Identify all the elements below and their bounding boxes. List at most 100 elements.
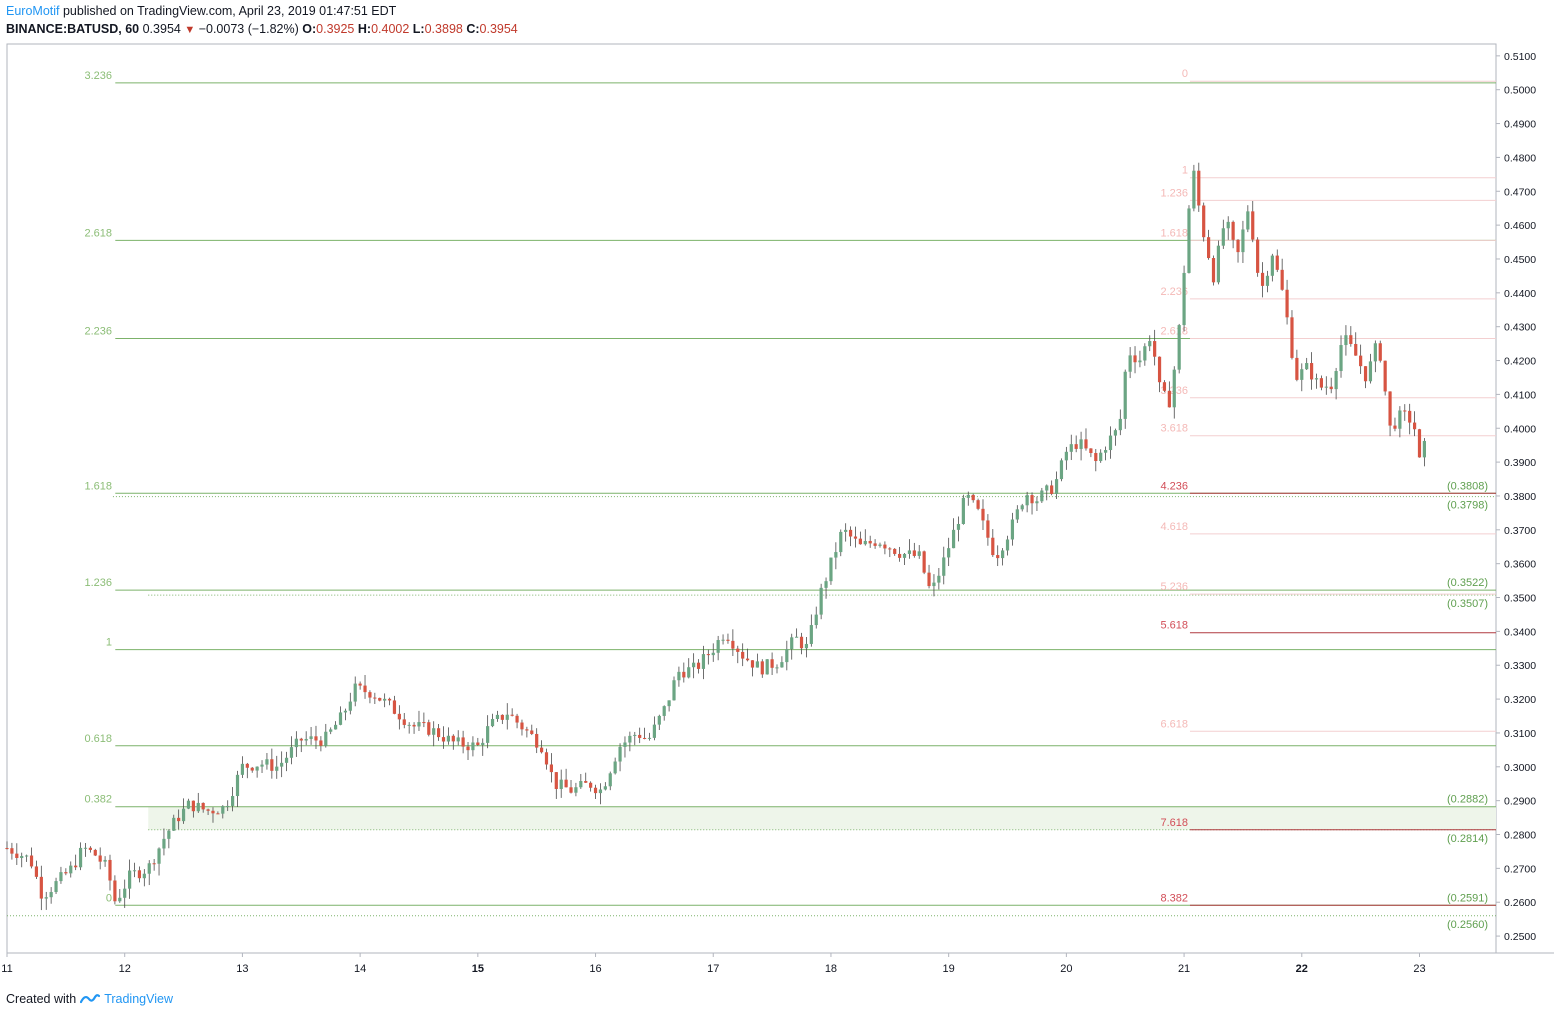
close-label: C: (466, 22, 480, 36)
candle-body (868, 540, 872, 544)
price-tag-label: (0.3808) (1447, 480, 1488, 492)
candle-body (1138, 360, 1142, 363)
candle-body (368, 692, 372, 698)
candle-body (64, 872, 68, 874)
candle-body (652, 724, 656, 738)
candle-body (78, 847, 83, 868)
candle-body (662, 706, 666, 716)
candle-body (495, 714, 500, 719)
candle-body (1084, 439, 1088, 449)
candle-body (353, 683, 357, 702)
candle-body (554, 772, 558, 789)
candle-body (1040, 490, 1044, 502)
candle-body (902, 553, 907, 558)
y-tick-label: 0.4300 (1504, 322, 1536, 334)
candle-body (490, 718, 495, 727)
candle-body (1417, 429, 1422, 458)
candle-body (1359, 355, 1363, 367)
tradingview-logo-icon (80, 994, 101, 1004)
candle-body (98, 855, 102, 862)
candle-body (1157, 356, 1162, 383)
y-tick-label: 0.4200 (1504, 356, 1536, 368)
candle-body (535, 733, 539, 748)
candle-body (589, 782, 593, 788)
candle-body (1064, 451, 1068, 461)
candle-body (853, 536, 858, 539)
candle-body (20, 856, 24, 858)
candle-body (1010, 519, 1015, 540)
candle-body (510, 714, 514, 716)
x-tick-label: 19 (943, 963, 955, 975)
last-price: 0.3954 (142, 22, 181, 36)
candle-body (402, 719, 406, 725)
candle-body (1309, 363, 1314, 380)
candle-body (755, 661, 759, 668)
y-tick-label: 0.3500 (1504, 593, 1536, 605)
candle-body (1422, 440, 1426, 458)
candle-body (951, 529, 956, 549)
candle-body (657, 715, 661, 725)
y-tick-label: 0.3900 (1504, 457, 1536, 469)
fib-right-label: 1 (1182, 165, 1188, 177)
candle-body (186, 800, 191, 809)
candle-body (387, 698, 392, 701)
candle-body (1206, 237, 1211, 259)
candle-body (1001, 550, 1005, 559)
candle-body (981, 508, 985, 521)
candle-body (466, 746, 470, 751)
candle-body (113, 880, 117, 902)
author-link[interactable]: EuroMotif (6, 4, 60, 18)
candle-body (520, 722, 524, 730)
candle-body (912, 550, 916, 556)
candle-body (966, 494, 970, 498)
candle-body (1260, 272, 1265, 286)
candle-body (152, 863, 156, 865)
candle-body (706, 654, 710, 656)
candle-body (893, 548, 897, 554)
fib-left-label: 2.236 (84, 326, 112, 338)
candle-body (471, 742, 475, 751)
candle-body (407, 724, 411, 726)
candle-body (696, 662, 701, 669)
candle-body (1108, 435, 1113, 451)
x-tick-label: 11 (1, 963, 12, 975)
candle-body (1275, 255, 1279, 270)
candle-body (579, 781, 583, 788)
candle-body (1153, 341, 1157, 357)
candle-body (147, 863, 151, 874)
fib-right-label: 7.618 (1160, 817, 1188, 829)
candle-body (118, 897, 122, 902)
candle-body (1177, 325, 1181, 370)
candle-body (250, 767, 254, 771)
candle-body (1319, 378, 1324, 388)
fib-right-label: 3.618 (1160, 423, 1188, 435)
y-tick-label: 0.4000 (1504, 423, 1536, 435)
candle-body (647, 737, 652, 739)
candle-body (206, 809, 210, 811)
candle-body (172, 817, 176, 831)
candle-body (1050, 485, 1054, 494)
y-tick-label: 0.4800 (1504, 152, 1536, 164)
candle-body (1334, 371, 1338, 390)
candle-body (986, 520, 990, 538)
candle-body (392, 700, 397, 714)
fib-left-label: 0.382 (84, 794, 112, 806)
tradingview-brand[interactable]: TradingView (104, 992, 173, 1006)
candle-body (638, 734, 642, 738)
candle-body (284, 757, 289, 763)
candle-body (25, 855, 29, 857)
candle-body (922, 551, 926, 573)
symbol-name[interactable]: BINANCE:BATUSD, 60 (6, 22, 140, 36)
candle-body (289, 747, 294, 758)
candle-body (383, 698, 387, 701)
candle-body (878, 544, 882, 546)
close-value: 0.3954 (479, 22, 518, 36)
candle-body (49, 892, 53, 898)
candle-body (1368, 361, 1373, 382)
candle-body (1054, 479, 1059, 494)
candle-body (844, 529, 848, 532)
candle-body (760, 661, 764, 675)
candle-body (329, 729, 333, 732)
candle-body (1344, 335, 1348, 346)
